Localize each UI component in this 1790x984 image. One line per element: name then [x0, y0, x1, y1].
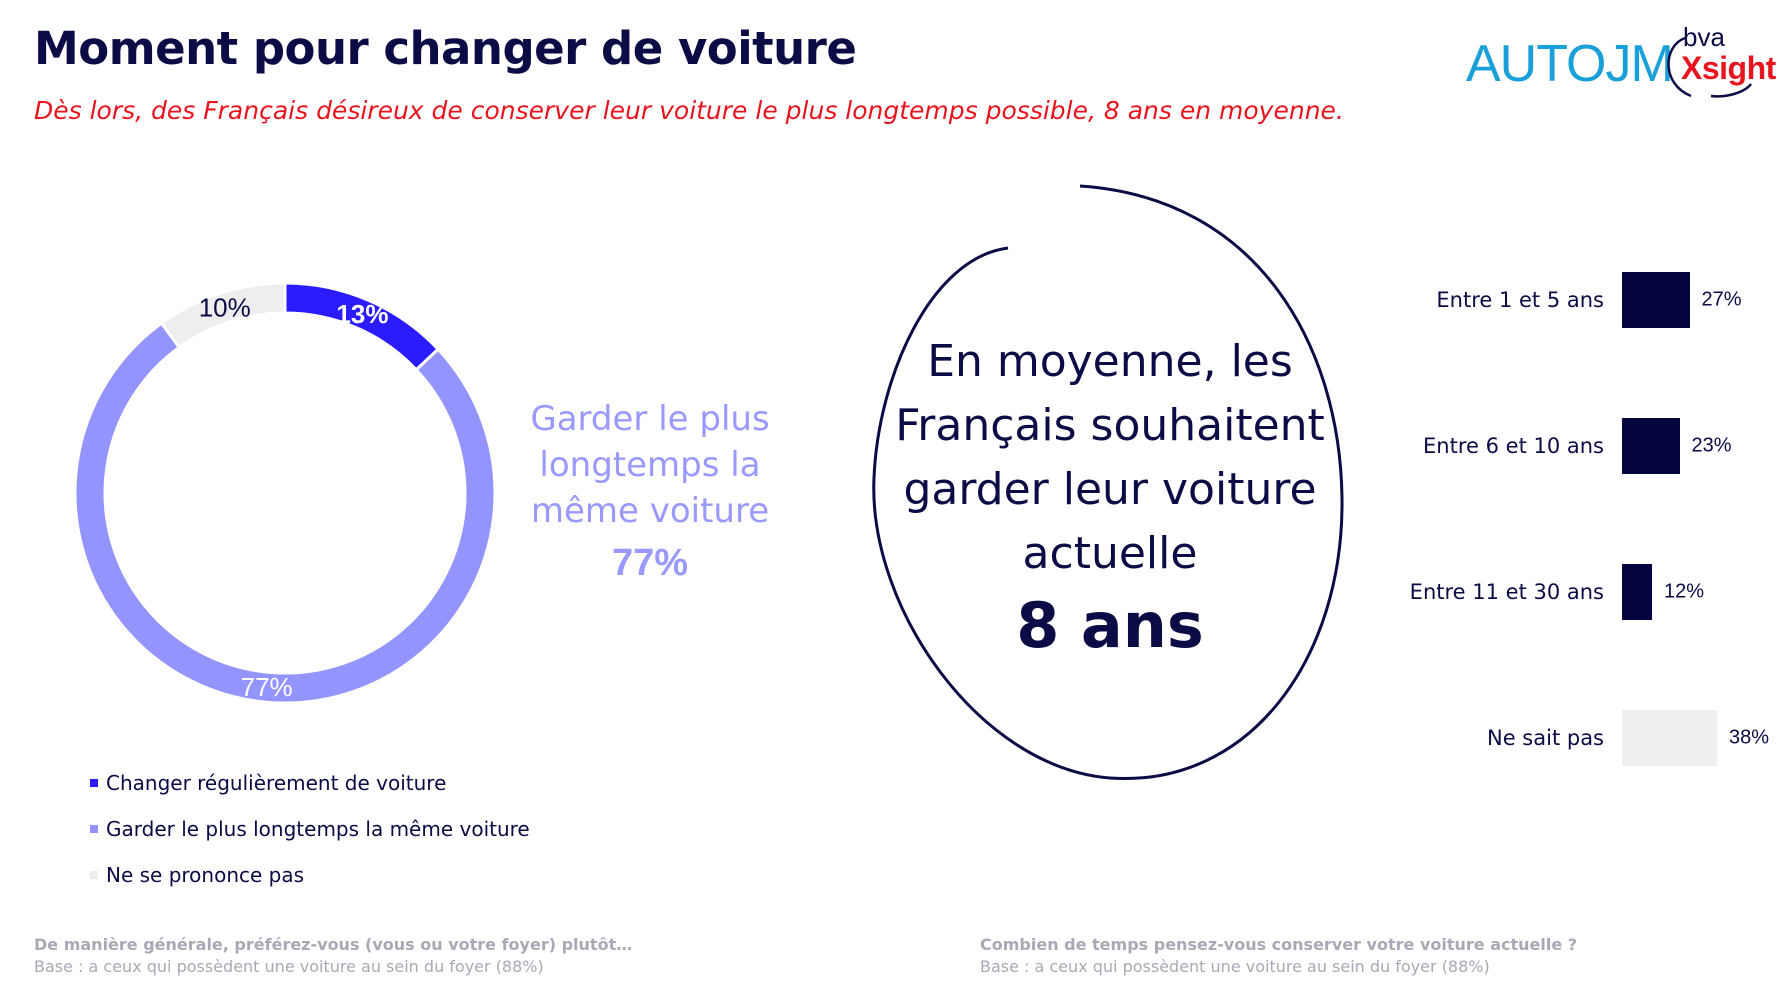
donut-label-ne-se-prononce-pas: 10% [199, 293, 251, 323]
bar-ne-sait-pas [1622, 710, 1717, 766]
donut-label-changer-regulierement: 13% [336, 299, 388, 329]
footnote-left: De manière générale, préférez-vous (vous… [34, 934, 632, 978]
bar-label-entre-11-et-30-ans: Entre 11 et 30 ans [1409, 580, 1604, 604]
bar-entre-1-et-5-ans [1622, 272, 1690, 328]
legend-label-garder-longtemps: Garder le plus longtemps la même voiture [106, 817, 530, 841]
xsight-logo-text: Xsight [1681, 50, 1776, 86]
legend-swatch-ne-se-prononce-pas [90, 871, 98, 879]
donut-slice-ne-se-prononce-pas [159, 281, 287, 350]
bar-entre-6-et-10-ans [1622, 418, 1680, 474]
circle-statement-value: 8 ans [1016, 589, 1204, 662]
footnote-right-question: Combien de temps pensez-vous conserver v… [980, 935, 1578, 954]
legend-label-changer-regulierement: Changer régulièrement de voiture [106, 771, 447, 795]
page-subtitle: Dès lors, des Français désireux de conse… [34, 96, 1344, 125]
circle-statement-text: En moyenne, les Français souhaitent gard… [895, 336, 1325, 579]
bar-value-entre-1-et-5-ans: 27% [1701, 288, 1742, 311]
donut-legend: Changer régulièrement de voiture Garder l… [90, 760, 530, 898]
bar-value-entre-6-et-10-ans: 23% [1691, 434, 1732, 457]
footnote-right-base: Base : a ceux qui possèdent une voiture … [980, 957, 1490, 976]
bar-label-entre-1-et-5-ans: Entre 1 et 5 ans [1436, 288, 1604, 312]
hand-drawn-circle [872, 184, 1344, 781]
bva-logo-text: bva [1683, 22, 1725, 52]
bar-label-ne-sait-pas: Ne sait pas [1487, 726, 1604, 750]
bar-row-ne-sait-pas: Ne sait pas 38% [1340, 708, 1790, 768]
legend-label-ne-se-prononce-pas: Ne se prononce pas [106, 863, 305, 887]
footnote-left-base: Base : a ceux qui possèdent une voiture … [34, 957, 544, 976]
circle-statement: En moyenne, les Français souhaitent gard… [880, 330, 1340, 658]
legend-item-changer-regulierement: Changer régulièrement de voiture [90, 760, 530, 806]
page-title: Moment pour changer de voiture [34, 22, 857, 75]
autojm-logo: AUTOJM [1466, 35, 1674, 93]
legend-swatch-changer-regulierement [90, 779, 98, 787]
donut-callout: Garder le plus longtemps la même voiture… [520, 396, 780, 586]
legend-item-garder-longtemps: Garder le plus longtemps la même voiture [90, 806, 530, 852]
callout-value: 77% [611, 542, 689, 584]
bar-row-entre-6-et-10-ans: Entre 6 et 10 ans 23% [1340, 416, 1790, 476]
footnote-left-question: De manière générale, préférez-vous (vous… [34, 935, 633, 954]
footnote-right: Combien de temps pensez-vous conserver v… [980, 934, 1577, 978]
donut-chart: 13% 77% 10% [73, 281, 497, 705]
bar-label-entre-6-et-10-ans: Entre 6 et 10 ans [1423, 434, 1604, 458]
bar-value-entre-11-et-30-ans: 12% [1664, 580, 1705, 603]
legend-swatch-garder-longtemps [90, 825, 98, 833]
callout-text: Garder le plus longtemps la même voiture [530, 399, 770, 531]
donut-label-garder-longtemps: 77% [241, 672, 293, 702]
legend-item-ne-se-prononce-pas: Ne se prononce pas [90, 852, 530, 898]
donut-slice-garder-longtemps [73, 321, 497, 705]
bar-value-ne-sait-pas: 38% [1729, 726, 1770, 749]
bva-xsight-logo-arc [1667, 36, 1752, 98]
bar-row-entre-1-et-5-ans: Entre 1 et 5 ans 27% [1340, 270, 1790, 330]
bva-xsight-logo: bva Xsight [1655, 20, 1780, 100]
bar-entre-11-et-30-ans [1622, 564, 1652, 620]
bar-row-entre-11-et-30-ans: Entre 11 et 30 ans 12% [1340, 562, 1790, 622]
